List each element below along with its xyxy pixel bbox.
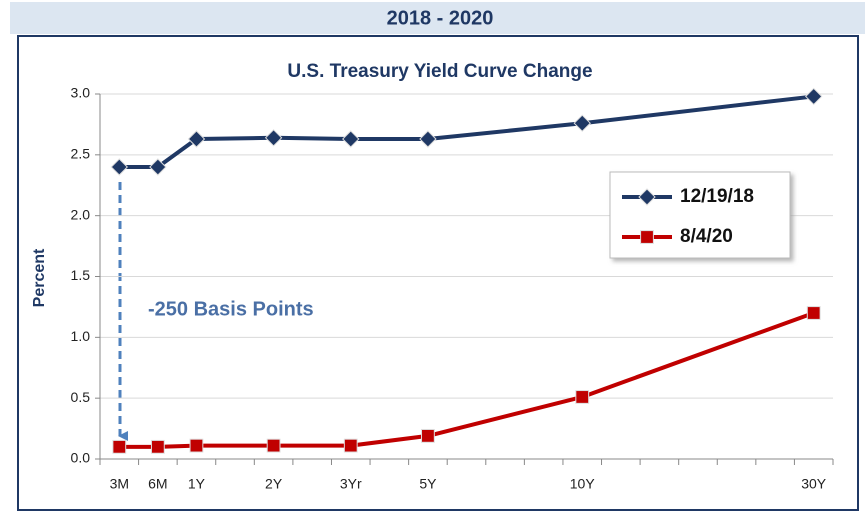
chart-title: U.S. Treasury Yield Curve Change (287, 61, 592, 82)
y-tick-label: 0.5 (71, 389, 91, 405)
point (343, 438, 358, 453)
point (806, 306, 821, 320)
y-tick-label: 0.0 (71, 450, 91, 466)
point (575, 390, 590, 404)
point (266, 438, 281, 453)
y-tick-label: 1.5 (71, 267, 91, 283)
point (421, 428, 435, 443)
x-tick-label: 6M (148, 476, 167, 492)
point (638, 188, 656, 206)
y-tick-label: 3.0 (71, 85, 91, 101)
point (150, 439, 165, 454)
plot-area: 0.0 0.5 1.0 1.5 2.0 2.5 3.0 3M 6M 1Y 2Y 3Yr 5Y 10Y 30Y (71, 85, 834, 492)
point (573, 114, 591, 132)
point (189, 438, 204, 453)
point (112, 439, 127, 454)
x-tick-label: 5Y (419, 476, 437, 492)
legend-label: 8/4/20 (680, 226, 733, 247)
chart-frame (17, 35, 859, 511)
point (187, 130, 206, 148)
x-tick-label: 1Y (188, 476, 206, 492)
legend-box (609, 171, 791, 259)
point (419, 130, 437, 148)
point (149, 158, 167, 176)
header-band (10, 2, 865, 34)
y-tick-label: 2.5 (71, 146, 91, 162)
y-axis-label: Percent (31, 248, 48, 307)
annotation: -250 Basis Points (148, 298, 314, 320)
header-title: 2018 - 2020 (387, 7, 494, 29)
series-line (119, 94, 814, 169)
point (110, 158, 128, 176)
x-tick-label: 2Y (265, 476, 283, 492)
point (805, 87, 823, 106)
point (342, 130, 360, 148)
x-tick-label: 30Y (801, 476, 827, 492)
legend-label: 12/19/18 (680, 186, 754, 207)
legend: 12/19/18 8/4/20 (609, 171, 791, 259)
x-tick-label: 10Y (570, 476, 596, 492)
point (640, 230, 654, 244)
x-tick-label: 3Yr (340, 476, 362, 492)
x-tick-label: 3M (110, 476, 129, 492)
y-tick-label: 1.0 (71, 328, 91, 344)
y-tick-label: 2.0 (71, 206, 91, 222)
point (264, 129, 283, 147)
